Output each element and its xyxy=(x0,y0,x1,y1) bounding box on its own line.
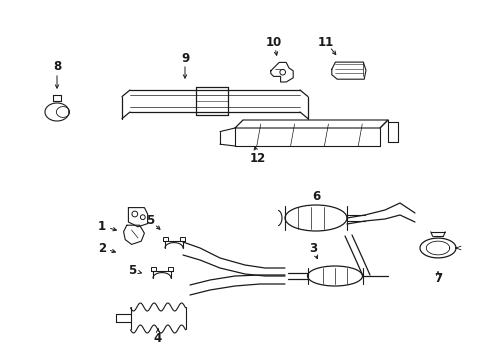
Text: 11: 11 xyxy=(317,36,333,49)
Bar xyxy=(163,237,167,241)
Text: 4: 4 xyxy=(154,332,162,345)
Text: 3: 3 xyxy=(308,242,316,255)
Text: 10: 10 xyxy=(265,36,282,49)
Text: 9: 9 xyxy=(181,51,189,64)
Text: 6: 6 xyxy=(311,190,320,203)
Text: 2: 2 xyxy=(98,242,106,255)
Bar xyxy=(168,267,172,271)
Text: 5: 5 xyxy=(128,264,136,276)
Text: 12: 12 xyxy=(249,152,265,165)
Bar xyxy=(151,267,155,271)
Text: 1: 1 xyxy=(98,220,106,233)
Text: 5: 5 xyxy=(145,213,154,226)
Text: 8: 8 xyxy=(53,60,61,73)
Text: 7: 7 xyxy=(433,271,441,284)
Bar xyxy=(180,237,184,241)
